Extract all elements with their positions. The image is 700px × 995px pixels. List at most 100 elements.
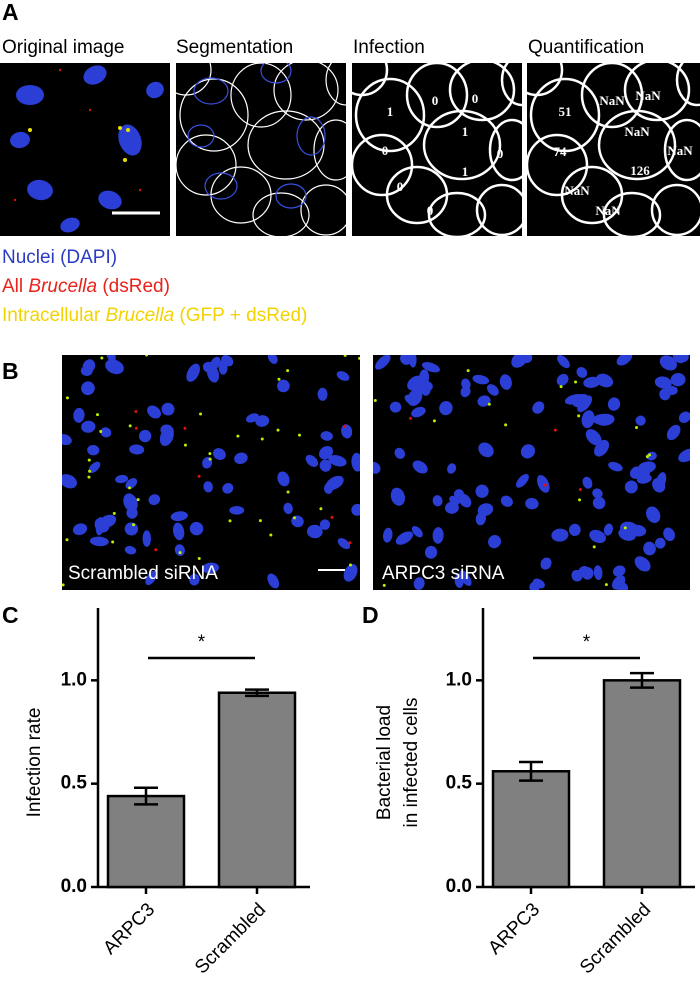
y-tick-label: 0.5	[61, 773, 88, 794]
nucleus	[540, 557, 552, 570]
nucleus	[98, 190, 122, 210]
cell-outline	[475, 183, 522, 236]
nucleus	[634, 556, 651, 572]
cell-outline	[529, 77, 601, 153]
bacterium	[228, 519, 232, 523]
bacterium	[28, 128, 32, 132]
nucleus	[654, 376, 672, 389]
nucleus	[557, 355, 570, 369]
nucleus	[255, 415, 270, 427]
nucleus	[159, 426, 174, 447]
bacterium	[197, 474, 201, 478]
nucleus	[412, 460, 428, 474]
nucleus	[323, 483, 333, 495]
bacterium	[96, 413, 100, 417]
bacterium	[592, 545, 596, 549]
nucleus	[477, 395, 491, 407]
nucleus	[87, 444, 100, 456]
nucleus	[283, 502, 293, 515]
nucleus	[458, 493, 472, 508]
cell-outline	[313, 119, 346, 181]
bacterium	[382, 583, 386, 587]
bacterium	[634, 426, 638, 430]
nucleus	[520, 444, 536, 459]
cell-load: NaN	[599, 93, 625, 108]
nucleus	[454, 573, 464, 588]
bacterium	[553, 428, 557, 432]
bacterium	[543, 483, 547, 487]
nucleus-outline	[204, 172, 238, 200]
nucleus	[72, 523, 88, 536]
bacterium	[197, 556, 201, 560]
bacterium	[574, 380, 578, 384]
bacterium	[136, 498, 140, 502]
cell-count: 0	[432, 93, 439, 108]
bacterium	[138, 188, 142, 192]
nucleus	[320, 431, 333, 441]
cell-load: NaN	[635, 88, 661, 103]
cell-outline	[602, 191, 662, 236]
bacterium	[578, 488, 582, 492]
cell-outline	[448, 63, 516, 122]
nucleus	[414, 380, 433, 393]
bacterium	[330, 515, 334, 519]
nucleus	[499, 374, 512, 390]
nucleus	[277, 379, 290, 393]
bacterium	[319, 507, 323, 511]
cell-count: 1	[462, 124, 469, 139]
nucleus-outline	[187, 124, 215, 148]
nucleus	[146, 81, 164, 99]
bacterium	[269, 533, 273, 537]
micrographs: 1 0 0 0 1 0 1 0 0 51 NaN NaN 74 NaN NaN 126 NaN NaN Scramb…	[0, 63, 700, 590]
bacterium	[298, 433, 302, 437]
bacterium	[648, 453, 652, 457]
image-content	[527, 63, 700, 236]
cell-outline	[405, 63, 469, 129]
cell-outline	[325, 63, 346, 106]
nucleus	[607, 397, 621, 411]
legend-text: All	[2, 276, 28, 297]
nucleus	[174, 544, 185, 556]
nucleus	[94, 517, 110, 533]
nucleus	[577, 395, 593, 413]
nucleus	[115, 474, 129, 484]
bar	[491, 770, 571, 889]
nucleus	[460, 386, 471, 398]
cell-count: 0	[497, 146, 504, 161]
cell-load: 51	[559, 104, 572, 119]
bacterium	[199, 412, 203, 416]
x-tick-label: Scrambled	[191, 899, 270, 978]
nucleus	[532, 578, 545, 589]
significance-mark: *	[198, 632, 206, 653]
bacterium	[87, 458, 91, 462]
nucleus	[636, 474, 652, 484]
nucleus	[189, 573, 200, 586]
cell-count: 1	[462, 164, 469, 179]
nucleus	[411, 406, 426, 418]
legend-text: Intracellular	[2, 305, 106, 326]
bacterium	[258, 519, 262, 523]
nucleus	[229, 506, 245, 515]
image-content	[373, 355, 690, 590]
nucleus	[161, 402, 175, 416]
legend-text: Brucella	[28, 276, 97, 297]
bacterium	[87, 475, 91, 479]
nucleus	[373, 461, 381, 474]
nucleus	[556, 373, 569, 386]
error-bar	[630, 671, 654, 689]
nucleus	[81, 420, 96, 433]
bacterium	[358, 356, 360, 360]
nucleus	[413, 577, 425, 590]
bacterium	[111, 540, 115, 544]
nucleus	[124, 545, 137, 555]
bacterium	[62, 583, 65, 587]
nucleus	[655, 472, 667, 491]
nucleus	[400, 355, 413, 365]
cell-outline	[230, 63, 292, 128]
bacterium	[58, 68, 62, 72]
error-bar	[134, 786, 158, 806]
nucleus	[592, 496, 606, 510]
nucleus	[411, 526, 423, 538]
cell-outline	[300, 184, 346, 236]
nucleus	[202, 562, 220, 574]
